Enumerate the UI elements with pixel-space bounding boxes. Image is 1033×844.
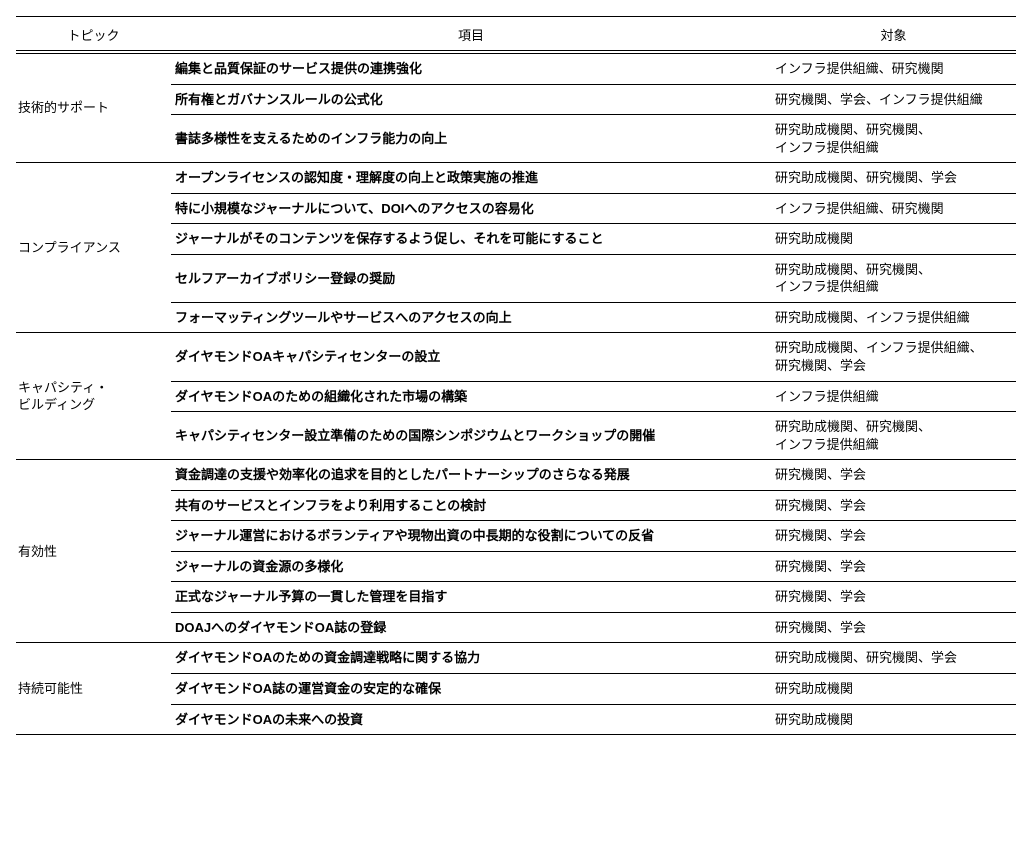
item-cell: ダイヤモンドOAの未来への投資 <box>171 704 771 735</box>
target-cell: 研究機関、学会 <box>771 521 1016 552</box>
table-row: 有効性資金調達の支援や効率化の追求を目的としたパートナーシップのさらなる発展研究… <box>16 460 1016 491</box>
item-cell: フォーマッティングツールやサービスへのアクセスの向上 <box>171 302 771 333</box>
target-cell: 研究機関、学会 <box>771 460 1016 491</box>
target-cell: 研究助成機関、研究機関、インフラ提供組織 <box>771 412 1016 460</box>
target-cell: 研究助成機関、インフラ提供組織、研究機関、学会 <box>771 333 1016 381</box>
topic-cell: 技術的サポート <box>16 54 171 163</box>
target-cell: 研究助成機関 <box>771 704 1016 735</box>
item-cell: ダイヤモンドOA誌の運営資金の安定的な確保 <box>171 674 771 705</box>
target-cell: 研究機関、学会 <box>771 582 1016 613</box>
target-cell: 研究機関、学会 <box>771 612 1016 643</box>
item-cell: 資金調達の支援や効率化の追求を目的としたパートナーシップのさらなる発展 <box>171 460 771 491</box>
item-cell: 編集と品質保証のサービス提供の連携強化 <box>171 54 771 84</box>
target-cell: 研究機関、学会 <box>771 551 1016 582</box>
target-cell: 研究助成機関、研究機関、インフラ提供組織 <box>771 254 1016 302</box>
table-header-row: トピック 項目 対象 <box>16 17 1016 51</box>
target-cell: 研究機関、学会、インフラ提供組織 <box>771 84 1016 115</box>
target-cell: 研究助成機関 <box>771 674 1016 705</box>
item-cell: DOAJへのダイヤモンドOA誌の登録 <box>171 612 771 643</box>
item-cell: ダイヤモンドOAのための組織化された市場の構築 <box>171 381 771 412</box>
item-cell: 所有権とガバナンスルールの公式化 <box>171 84 771 115</box>
table-row: 技術的サポート編集と品質保証のサービス提供の連携強化インフラ提供組織、研究機関 <box>16 54 1016 84</box>
topic-cell: 有効性 <box>16 460 171 643</box>
table-row: コンプライアンスオープンライセンスの認知度・理解度の向上と政策実施の推進研究助成… <box>16 163 1016 194</box>
item-cell: 正式なジャーナル予算の一貫した管理を目指す <box>171 582 771 613</box>
item-cell: ダイヤモンドOAのための資金調達戦略に関する協力 <box>171 643 771 674</box>
recommendations-table: トピック 項目 対象 技術的サポート編集と品質保証のサービス提供の連携強化インフ… <box>16 16 1016 735</box>
target-cell: インフラ提供組織、研究機関 <box>771 193 1016 224</box>
item-cell: 書誌多様性を支えるためのインフラ能力の向上 <box>171 115 771 163</box>
target-cell: 研究助成機関 <box>771 224 1016 255</box>
item-cell: ジャーナルがそのコンテンツを保存するよう促し、それを可能にすること <box>171 224 771 255</box>
target-cell: 研究助成機関、研究機関、学会 <box>771 643 1016 674</box>
target-cell: インフラ提供組織 <box>771 381 1016 412</box>
topic-cell: 持続可能性 <box>16 643 171 735</box>
target-cell: 研究機関、学会 <box>771 490 1016 521</box>
item-cell: セルフアーカイブポリシー登録の奨励 <box>171 254 771 302</box>
col-header-target: 対象 <box>771 17 1016 51</box>
topic-cell: キャパシティ・ビルディング <box>16 333 171 460</box>
item-cell: オープンライセンスの認知度・理解度の向上と政策実施の推進 <box>171 163 771 194</box>
item-cell: ジャーナルの資金源の多様化 <box>171 551 771 582</box>
target-cell: インフラ提供組織、研究機関 <box>771 54 1016 84</box>
table-row: キャパシティ・ビルディングダイヤモンドOAキャパシティセンターの設立研究助成機関… <box>16 333 1016 381</box>
table-row: 持続可能性ダイヤモンドOAのための資金調達戦略に関する協力研究助成機関、研究機関… <box>16 643 1016 674</box>
item-cell: キャパシティセンター設立準備のための国際シンポジウムとワークショップの開催 <box>171 412 771 460</box>
item-cell: 特に小規模なジャーナルについて、DOIへのアクセスの容易化 <box>171 193 771 224</box>
target-cell: 研究助成機関、研究機関、インフラ提供組織 <box>771 115 1016 163</box>
item-cell: 共有のサービスとインフラをより利用することの検討 <box>171 490 771 521</box>
col-header-item: 項目 <box>171 17 771 51</box>
item-cell: ダイヤモンドOAキャパシティセンターの設立 <box>171 333 771 381</box>
item-cell: ジャーナル運営におけるボランティアや現物出資の中長期的な役割についての反省 <box>171 521 771 552</box>
target-cell: 研究助成機関、インフラ提供組織 <box>771 302 1016 333</box>
topic-cell: コンプライアンス <box>16 163 171 333</box>
col-header-topic: トピック <box>16 17 171 51</box>
target-cell: 研究助成機関、研究機関、学会 <box>771 163 1016 194</box>
